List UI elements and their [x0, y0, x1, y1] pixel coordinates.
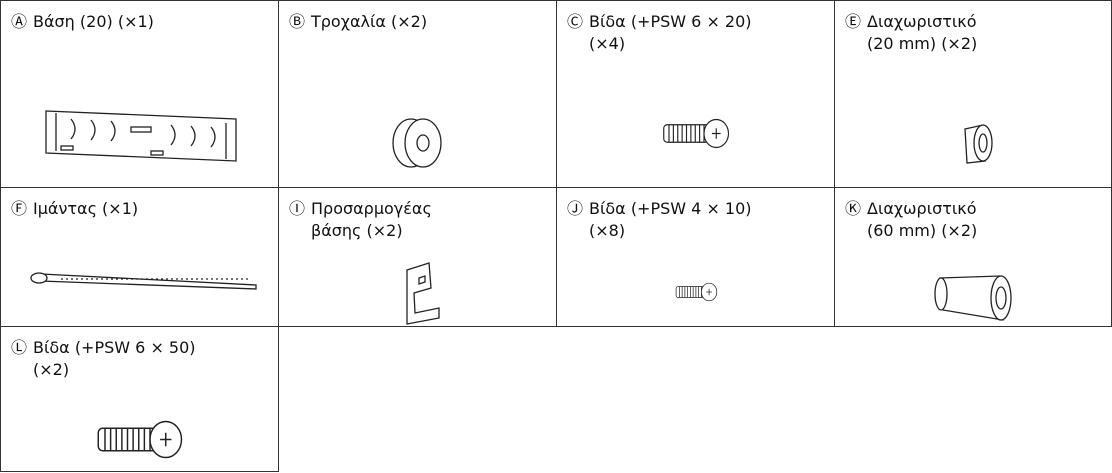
cell: Ⓐ Βάση (20) (×1) — [0, 0, 279, 188]
text: Βίδα (+PSW 4 × 10) — [589, 199, 752, 218]
screw-icon — [663, 118, 730, 149]
label: Ⓑ Τροχαλία (×2) — [289, 11, 427, 33]
cell: Ⓔ Διαχωριστικό (20 mm) (×2) — [834, 0, 1112, 188]
spacer-icon — [934, 275, 1012, 321]
cell: Ⓛ Βίδα (+PSW 6 × 50) (×2) — [0, 326, 279, 472]
text: Βάση (20) (×1) — [33, 12, 154, 31]
cell: Ⓑ Τροχαλία (×2) — [278, 0, 557, 188]
letter: Ⓛ — [11, 338, 28, 357]
label: Ⓘ Προσαρμογέας βάσης (×2) — [289, 198, 432, 242]
label: Ⓙ Βίδα (+PSW 4 × 10) (×8) — [567, 198, 752, 242]
text: βάσης (×2) — [311, 221, 403, 240]
text: Διαχωριστικό — [867, 199, 977, 218]
adapter-icon — [406, 262, 440, 325]
label: Ⓛ Βίδα (+PSW 6 × 50) (×2) — [11, 337, 196, 381]
bracket-icon — [45, 110, 237, 162]
cell: Ⓘ Προσαρμογέας βάσης (×2) — [278, 187, 557, 327]
screw-icon — [97, 420, 183, 459]
label: Ⓕ Ιμάντας (×1) — [11, 198, 138, 220]
cell: Ⓙ Βίδα (+PSW 4 × 10) (×8) — [556, 187, 835, 327]
text: Διαχωριστικό — [867, 12, 977, 31]
cell: Ⓕ Ιμάντας (×1) — [0, 187, 279, 327]
screw-icon — [675, 282, 718, 302]
text: (60 mm) (×2) — [867, 221, 978, 240]
letter: Ⓚ — [845, 199, 862, 218]
strap-icon — [30, 272, 257, 290]
text: Βίδα (+PSW 6 × 50) — [33, 338, 196, 357]
text: (20 mm) (×2) — [867, 34, 978, 53]
letter: Ⓑ — [289, 12, 306, 31]
letter: Ⓘ — [289, 199, 306, 218]
label: Ⓔ Διαχωριστικό (20 mm) (×2) — [845, 11, 977, 55]
letter: Ⓒ — [567, 12, 584, 31]
label: Ⓒ Βίδα (+PSW 6 × 20) (×4) — [567, 11, 752, 55]
letter: Ⓙ — [567, 199, 584, 218]
label: Ⓐ Βάση (20) (×1) — [11, 11, 154, 33]
text: Βίδα (+PSW 6 × 20) — [589, 12, 752, 31]
text: (×2) — [33, 360, 70, 379]
text: (×8) — [589, 221, 626, 240]
letter: Ⓐ — [11, 12, 28, 31]
text: Τροχαλία (×2) — [311, 12, 428, 31]
letter: Ⓕ — [11, 199, 28, 218]
spacer-icon — [964, 124, 993, 164]
text: (×4) — [589, 34, 626, 53]
letter: Ⓔ — [845, 12, 862, 31]
cell: Ⓒ Βίδα (+PSW 6 × 20) (×4) — [556, 0, 835, 188]
pulley-icon — [392, 118, 442, 168]
text: Προσαρμογέας — [311, 199, 432, 218]
cell: Ⓚ Διαχωριστικό (60 mm) (×2) — [834, 187, 1112, 327]
text: Ιμάντας (×1) — [33, 199, 139, 218]
label: Ⓚ Διαχωριστικό (60 mm) (×2) — [845, 198, 977, 242]
